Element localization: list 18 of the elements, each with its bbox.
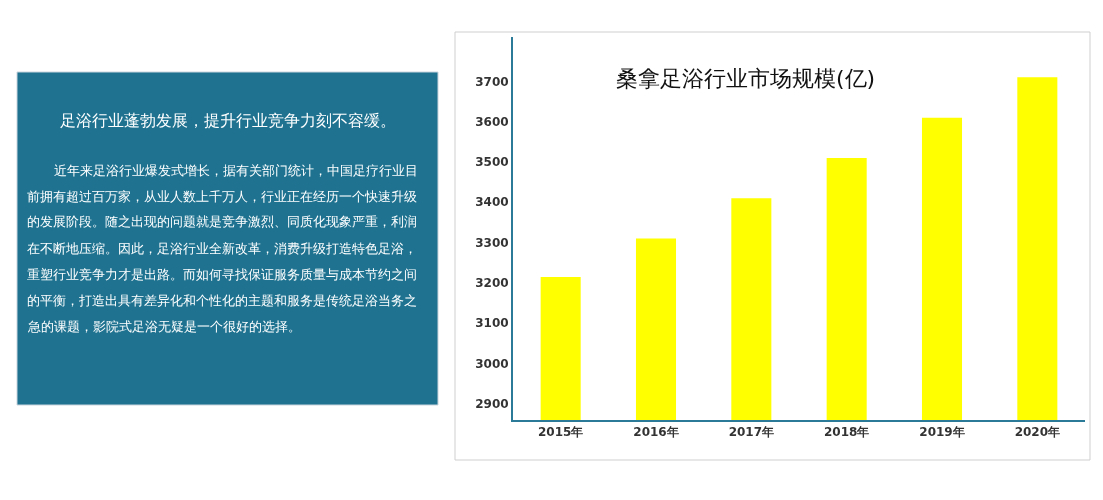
x-tick-label: 2019年 xyxy=(919,425,965,440)
x-tick-label: 2016年 xyxy=(633,425,679,440)
text: 近年来足浴行业爆发式增长，据有关部门统计，中国足疗行业目前拥有超过百万家，从业人数上千万人，行业正在经历一个快速升级的发展阶段。随之出现的问题就是竞争激烈、同质化现象严重，利润在不断地压缩。因此，足浴行业全新改革，消费升级打造特色足浴，重塑行业竞争力才是出路。而如何寻找保证服务质量与成本节约之间的平衡，打造出具有差异化和个性化的主题和服务是传统足浴当务之急的课题，影院式足浴无疑是一个很好的选择。 xyxy=(27,163,418,334)
y-tick-label: 3000 xyxy=(475,356,509,371)
y-tick-label: 3700 xyxy=(475,74,509,89)
x-tick-label: 2020年 xyxy=(1014,425,1061,440)
y-tick-label: 3300 xyxy=(475,235,509,250)
y-tick-label: 3100 xyxy=(475,316,509,331)
text: 桑拿足浴行业市场规模(亿) xyxy=(616,66,876,91)
x-tick-label: 2018年 xyxy=(823,425,870,440)
text: 足浴行业蓬勃发展，提升行业竞争力刻不容缓。 xyxy=(60,111,396,130)
y-tick-label: 2900 xyxy=(475,397,509,412)
x-tick-label: 2015年 xyxy=(537,425,584,440)
y-tick-label: 3600 xyxy=(475,114,509,129)
x-tick-label: 2017年 xyxy=(728,425,775,440)
y-tick-label: 3400 xyxy=(475,195,509,210)
y-tick-label: 3500 xyxy=(475,155,509,170)
y-tick-label: 3200 xyxy=(475,276,509,291)
